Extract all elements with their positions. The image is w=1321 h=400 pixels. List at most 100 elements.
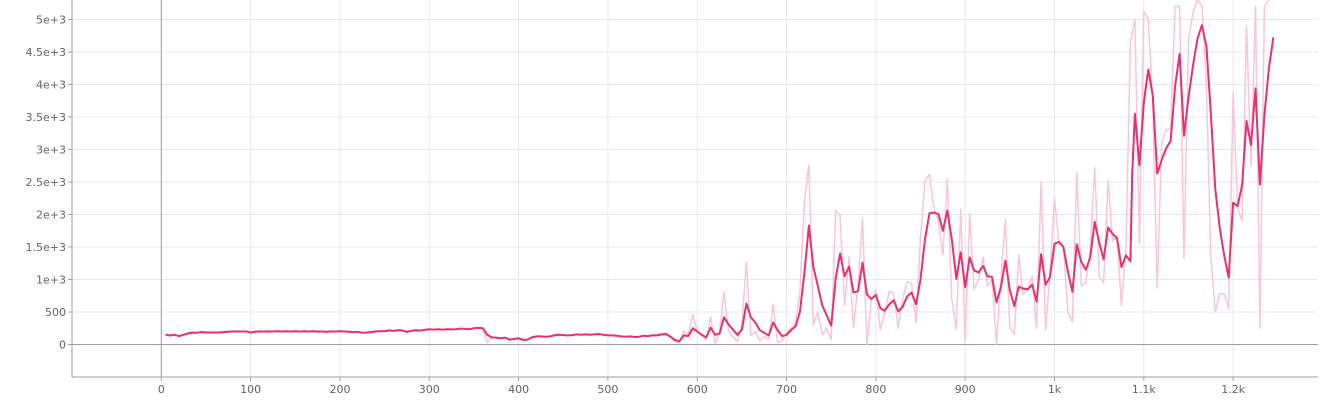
smoothed-point	[821, 304, 823, 307]
raw-point	[995, 343, 998, 346]
smoothed-point	[1143, 102, 1145, 104]
raw-point	[946, 178, 948, 180]
raw-point	[808, 164, 810, 166]
smoothed-point	[192, 332, 194, 334]
raw-point	[933, 207, 935, 209]
smoothed-point	[808, 224, 810, 227]
smoothed-point	[991, 276, 993, 278]
smoothed-point	[1223, 254, 1225, 256]
smoothed-point	[500, 337, 502, 339]
smoothed-point	[504, 337, 506, 339]
raw-point	[866, 343, 868, 346]
smoothed-point	[267, 330, 270, 333]
smoothed-point	[1196, 38, 1198, 40]
raw-point	[772, 303, 774, 305]
smoothed-point	[352, 331, 354, 333]
smoothed-point	[1000, 286, 1002, 288]
y-tick-label: 4e+3	[36, 79, 66, 92]
smoothed-point	[924, 238, 926, 240]
smoothed-point	[348, 331, 350, 333]
smoothed-point	[973, 269, 975, 271]
smoothed-point	[848, 265, 850, 268]
smoothed-point	[884, 310, 886, 312]
raw-point	[902, 298, 904, 300]
raw-point	[1268, 0, 1270, 1]
raw-point	[830, 338, 832, 340]
smoothed-point	[652, 334, 654, 336]
raw-point	[1192, 12, 1194, 14]
smoothed-point	[803, 272, 806, 274]
smoothed-point	[888, 303, 890, 305]
smoothed-point	[330, 330, 332, 333]
smoothed-point	[419, 329, 421, 332]
raw-point	[884, 312, 886, 314]
smoothed-point	[835, 277, 837, 279]
smoothed-point	[397, 329, 399, 331]
x-tick-label: 200	[329, 383, 350, 396]
smoothed-point	[223, 331, 225, 333]
raw-point	[714, 342, 716, 344]
smoothed-point	[388, 329, 390, 332]
raw-point	[906, 280, 908, 282]
raw-point	[1263, 5, 1265, 8]
smoothed-point	[571, 334, 573, 336]
y-tick-label: 500	[45, 306, 66, 319]
y-tick-label: 1.5e+3	[26, 241, 66, 254]
smoothed-point	[1250, 144, 1252, 146]
smoothed-point	[562, 334, 564, 336]
x-tick-label: 800	[865, 383, 886, 396]
smoothed-point	[714, 334, 716, 336]
smoothed-point	[696, 330, 698, 333]
raw-point	[1156, 287, 1158, 289]
x-tick-label: 100	[240, 383, 261, 396]
smoothed-point	[745, 303, 748, 305]
smoothed-point	[1098, 241, 1100, 244]
raw-point	[754, 330, 756, 333]
smoothed-point	[415, 329, 417, 331]
smoothed-point	[209, 331, 211, 334]
smoothed-point	[870, 298, 873, 300]
raw-point	[1196, 0, 1198, 1]
smoothed-point	[1138, 164, 1140, 166]
raw-point	[1067, 311, 1069, 313]
smoothed-point	[232, 330, 234, 333]
smoothed-point	[964, 286, 966, 288]
raw-point	[1210, 256, 1212, 258]
y-tick-label: 3e+3	[36, 144, 66, 157]
smoothed-point	[518, 337, 520, 339]
raw-point	[1080, 285, 1082, 287]
smoothed-point	[379, 330, 381, 332]
smoothed-point	[951, 238, 953, 240]
smoothed-point	[254, 331, 256, 333]
raw-point	[942, 254, 944, 256]
smoothed-point	[866, 293, 868, 295]
raw-point	[821, 334, 823, 336]
raw-point	[1254, 5, 1257, 8]
x-tick-label: 1k	[1048, 383, 1062, 396]
smoothed-point	[1228, 276, 1230, 279]
raw-point	[817, 311, 819, 313]
smoothed-point	[272, 330, 274, 333]
smoothed-point	[1085, 269, 1087, 271]
smoothed-point	[245, 330, 247, 333]
smoothed-point	[1112, 233, 1114, 235]
smoothed-point	[960, 251, 962, 253]
smoothed-point	[366, 331, 368, 334]
smoothed-point	[915, 303, 917, 305]
raw-point	[1071, 321, 1073, 323]
smoothed-point	[486, 334, 488, 336]
raw-point	[1045, 329, 1047, 331]
smoothed-point	[1161, 159, 1163, 161]
smoothed-point	[1187, 96, 1190, 99]
smoothed-point	[1179, 53, 1181, 55]
smoothed-point	[1094, 221, 1096, 223]
raw-point	[1076, 171, 1078, 173]
smoothed-point	[1192, 65, 1194, 67]
smoothed-point	[1053, 243, 1056, 245]
raw-point	[893, 293, 895, 295]
smoothed-point	[844, 275, 846, 277]
raw-point	[1138, 242, 1140, 244]
smoothed-point	[701, 334, 703, 336]
smoothed-point	[674, 339, 676, 341]
smoothed-point	[468, 328, 471, 330]
